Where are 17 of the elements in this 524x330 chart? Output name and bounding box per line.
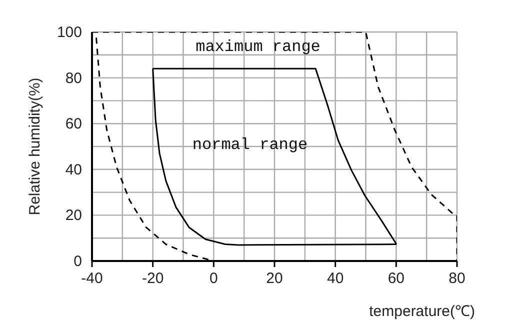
x-tick-label: -20 xyxy=(142,270,164,287)
x-tick-label: 0 xyxy=(209,270,218,287)
y-tick-label: 80 xyxy=(65,70,82,87)
y-tick-label: 0 xyxy=(74,253,82,270)
y-tick-label: 20 xyxy=(65,207,82,224)
x-tick-label: 60 xyxy=(388,270,405,287)
x-tick-label: -40 xyxy=(81,270,103,287)
x-tick-label: 40 xyxy=(326,270,344,287)
y-tick-label: 100 xyxy=(56,24,82,41)
annotation: maximum range xyxy=(196,38,320,56)
y-tick-label: 40 xyxy=(65,161,82,178)
y-tick-label: 60 xyxy=(65,116,82,133)
x-axis-title: temperature(℃) xyxy=(369,303,475,320)
annotation: normal range xyxy=(192,136,308,154)
y-axis-title: Relative humidity(%) xyxy=(26,78,44,216)
x-tick-label: 20 xyxy=(266,270,283,287)
x-tick-label: 80 xyxy=(448,270,466,287)
